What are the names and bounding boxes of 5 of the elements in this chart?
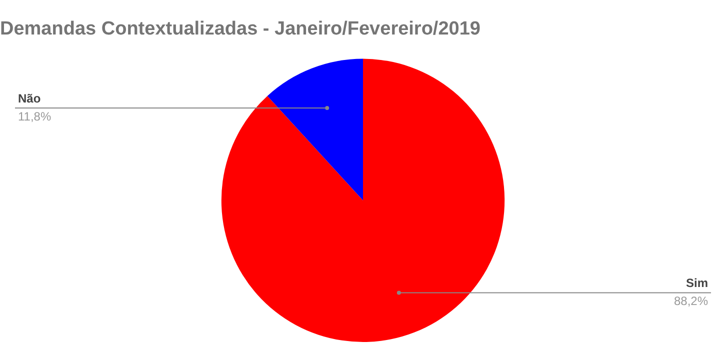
slice-label: Sim — [686, 276, 708, 290]
chart-title: Demandas Contextualizadas - Janeiro/Fevereiro/2019 — [0, 18, 480, 40]
data-label: 88,2% — [674, 294, 708, 308]
slice-label: Não — [18, 91, 41, 106]
data-label: 11,8% — [18, 109, 52, 124]
